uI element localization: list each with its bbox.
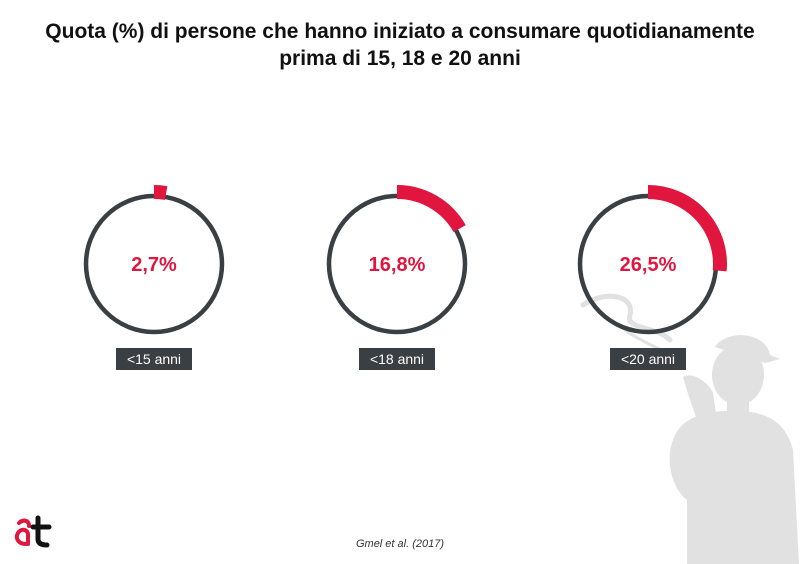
donut-value-label-3: 26,5% [620,254,677,276]
title-line-1: Quota (%) di persone che hanno iniziato … [45,20,755,43]
chart-title: Quota (%) di persone che hanno iniziato … [0,18,800,72]
donut-value-label-1: 2,7% [131,254,177,276]
title-line-2: prima di 15, 18 e 20 anni [279,47,521,70]
brand-logo [14,515,52,548]
category-label-2: <18 anni [370,351,424,367]
category-badge-3 [610,348,686,370]
category-label-1: <15 anni [127,351,181,367]
category-badge-2 [359,348,435,370]
source-citation: Gmel et al. (2017) [355,538,445,550]
donut-value-label-2: 16,8% [369,254,426,276]
category-label-3: <20 anni [621,351,675,367]
donut-value-arc-3 [647,185,727,272]
donut-value-arc-2 [396,185,466,233]
donut-value-arc-1 [153,185,168,200]
category-badge-1 [116,348,192,370]
